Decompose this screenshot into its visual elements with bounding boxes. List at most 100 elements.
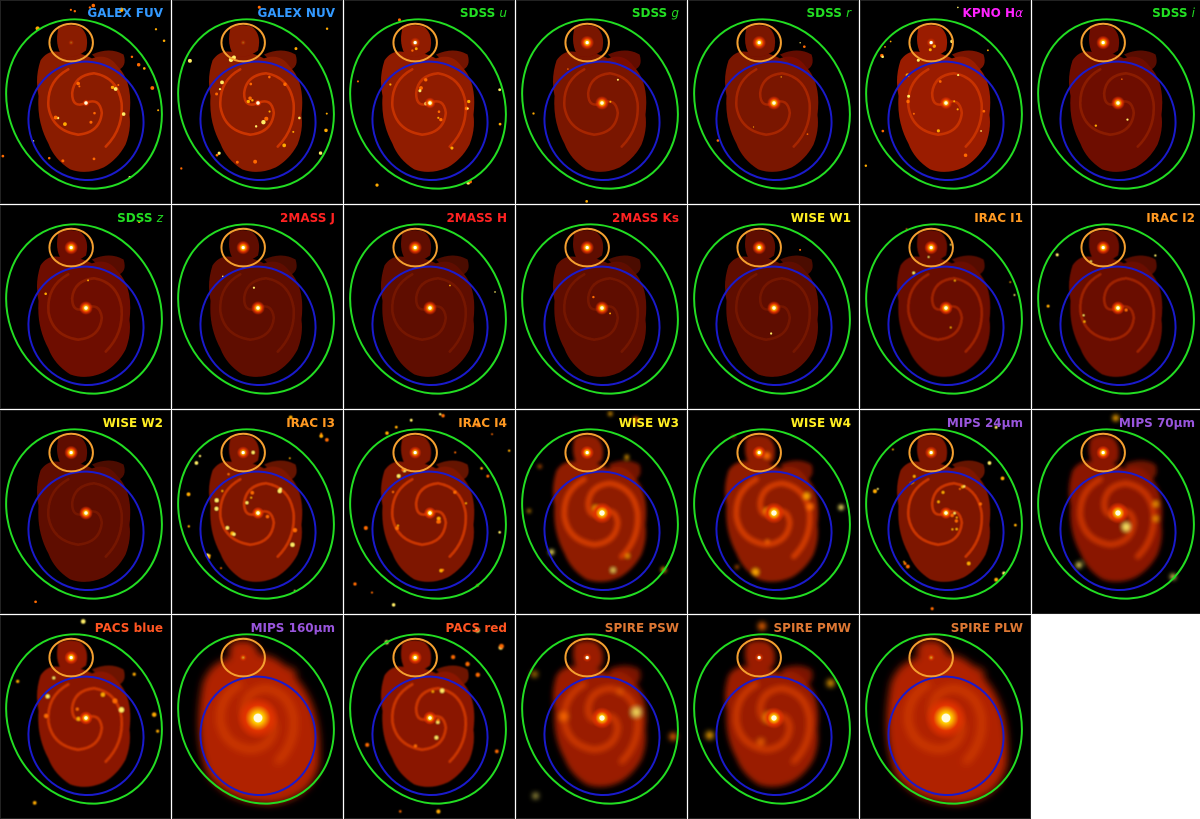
band-label: SPIRE PMW (774, 621, 852, 635)
band-panel: 2MASS Ks (516, 205, 687, 409)
band-name: GALEX FUV (87, 6, 163, 20)
band-panel: SPIRE PSW (516, 615, 687, 819)
band-name: WISE W2 (102, 416, 163, 430)
band-label: MIPS 24μm (947, 416, 1023, 430)
galaxy-image (177, 223, 335, 395)
band-panel: PACS red (344, 615, 515, 819)
band-suffix: μm (313, 621, 335, 635)
band-name: PACS blue (94, 621, 163, 635)
band-panel: SDSS g (516, 0, 687, 204)
band-label: IRAC I2 (1146, 211, 1195, 225)
band-label: SDSS u (460, 6, 507, 20)
galaxy-image (864, 6, 1023, 190)
band-panel: IRAC I4 (344, 410, 515, 614)
band-name: SPIRE PSW (604, 621, 679, 635)
band-label: MIPS 70μm (1119, 416, 1195, 430)
galaxy-image (1, 3, 166, 190)
galaxy-image (1037, 414, 1195, 600)
band-name: SDSS (806, 6, 847, 20)
band-label: GALEX NUV (258, 6, 335, 20)
galaxy-image (1037, 18, 1195, 190)
band-name: SDSS (631, 6, 672, 20)
galaxy-image (521, 633, 679, 805)
galaxy-image (865, 425, 1023, 611)
band-name: PACS red (445, 621, 507, 635)
band-label: WISE W4 (791, 416, 851, 430)
band-panel: SPIRE PMW (688, 615, 859, 819)
band-name: WISE W3 (618, 416, 679, 430)
band-name: IRAC I4 (458, 416, 507, 430)
galaxy-image (349, 627, 507, 814)
band-label: MIPS 160μm (251, 621, 335, 635)
band-panel: IRAC I3 (172, 410, 343, 614)
band-label: 2MASS Ks (612, 211, 679, 225)
galaxy-image (1037, 223, 1195, 395)
band-panel: MIPS 24μm (860, 410, 1031, 614)
band-label: SDSS i (1152, 6, 1195, 20)
band-label: PACS blue (95, 621, 163, 635)
band-name: 2MASS Ks (612, 211, 679, 225)
galaxy-image (521, 223, 679, 395)
band-suffix: z (156, 211, 163, 225)
band-label: WISE W2 (103, 416, 163, 430)
band-name: SDSS (459, 6, 500, 20)
band-suffix: α (1015, 6, 1023, 20)
band-panel: WISE W4 (688, 410, 859, 614)
band-label: SDSS r (807, 6, 851, 20)
band-name: GALEX NUV (257, 6, 335, 20)
galaxy-image (865, 633, 1023, 805)
galaxy-image (521, 18, 679, 203)
band-label: SPIRE PSW (605, 621, 679, 635)
band-label: WISE W3 (619, 416, 679, 430)
band-panel: KPNO Hα (860, 0, 1031, 204)
band-label: SPIRE PLW (951, 621, 1023, 635)
band-label: 2MASS H (446, 211, 507, 225)
band-panel: WISE W3 (516, 410, 687, 614)
band-panel: WISE W2 (0, 410, 171, 614)
band-suffix: u (499, 6, 507, 20)
band-panel: SDSS i (1032, 0, 1200, 204)
band-name: WISE W1 (790, 211, 851, 225)
band-panel: SDSS u (344, 0, 515, 204)
band-name: 2MASS J (280, 211, 335, 225)
band-name: SDSS (1152, 6, 1192, 20)
band-panel: 2MASS H (344, 205, 515, 409)
band-label: IRAC I3 (286, 416, 335, 430)
band-label: IRAC I1 (974, 211, 1023, 225)
galaxy-image (5, 619, 163, 805)
galaxy-image (693, 18, 851, 190)
band-panel: IRAC I2 (1032, 205, 1200, 409)
band-label: 2MASS J (280, 211, 335, 225)
galaxy-image (177, 415, 335, 600)
band-label: SDSS z (117, 211, 163, 225)
band-panel: SDSS r (688, 0, 859, 204)
galaxy-image (177, 5, 335, 190)
galaxy-image (349, 18, 507, 190)
band-label: KPNO Hα (963, 6, 1023, 20)
band-name: 2MASS H (446, 211, 507, 225)
band-suffix: μm (1001, 416, 1023, 430)
band-name: MIPS 160 (250, 621, 314, 635)
band-label: SDSS g (632, 6, 679, 20)
galaxy-image (349, 413, 511, 607)
band-name: MIPS 70 (1118, 416, 1174, 430)
band-label: PACS red (446, 621, 507, 635)
band-suffix: μm (1173, 416, 1195, 430)
galaxy-image (693, 622, 851, 805)
band-name: SPIRE PMW (773, 621, 852, 635)
band-name: WISE W4 (790, 416, 851, 430)
band-label: GALEX FUV (87, 6, 163, 20)
band-panel: PACS blue (0, 615, 171, 819)
galaxy-image (693, 223, 851, 395)
galaxy-image (521, 411, 679, 600)
band-panel: WISE W1 (688, 205, 859, 409)
galaxy-image (865, 223, 1023, 395)
galaxy-image (349, 223, 507, 395)
band-name: SPIRE PLW (950, 621, 1023, 635)
band-panel: GALEX NUV (172, 0, 343, 204)
galaxy-image (693, 428, 851, 600)
band-panel: GALEX FUV (0, 0, 171, 204)
band-panel: SDSS z (0, 205, 171, 409)
band-name: MIPS 24 (946, 416, 1002, 430)
